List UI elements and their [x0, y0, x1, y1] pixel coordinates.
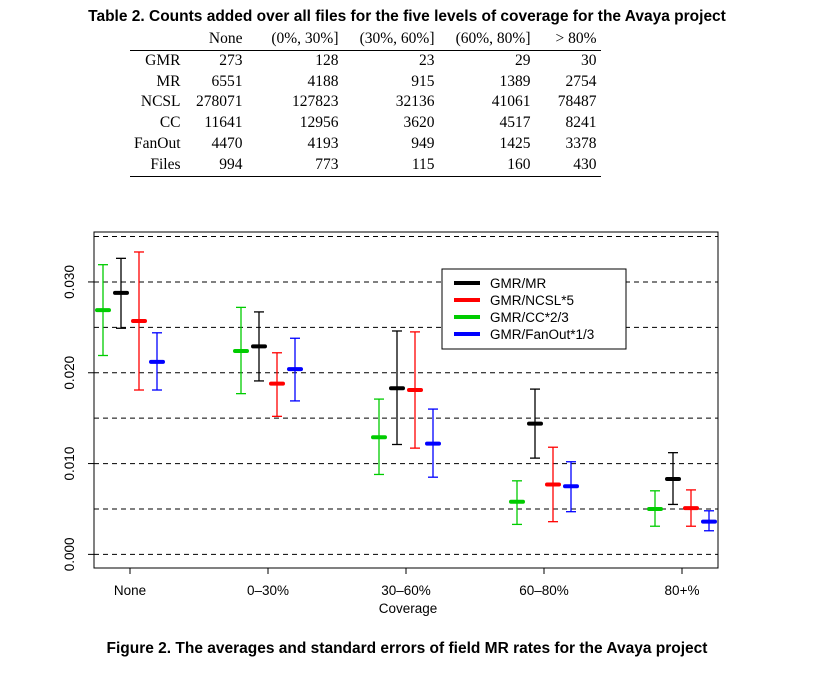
table-caption: Table 2. Counts added over all files for… [88, 8, 726, 25]
table-cell: 4193 [307, 134, 339, 152]
table-corner [130, 29, 187, 50]
table-cell: 915 [411, 72, 435, 90]
table-cell: 1389 [499, 72, 531, 90]
table-cell: 29 [515, 51, 531, 69]
y-tick-label: 0.020 [62, 356, 77, 390]
y-tick-label: 0.000 [62, 537, 77, 571]
x-tick-label: None [114, 583, 146, 598]
errorbar-chart: 0.000 0.010 0.020 0.030 None 0–30% 30–60% 60–80… [62, 231, 719, 616]
figure-caption: Figure 2. The averages and standard erro… [106, 640, 708, 657]
row-label: GMR [145, 51, 181, 69]
table-row: FanOut 4470 4193 949 1425 3378 [130, 134, 601, 155]
table-cell: 78487 [557, 93, 597, 111]
column-header: (0%, 30%] [271, 30, 339, 47]
column-header: (30%, 60%] [359, 30, 435, 47]
column-header: None [208, 30, 243, 47]
table-cell: 160 [507, 155, 531, 173]
table-cell: 949 [411, 134, 435, 152]
table-cell: 4188 [307, 72, 339, 90]
y-tick-label: 0.010 [62, 447, 77, 481]
table-cell: 4517 [499, 114, 531, 132]
counts-table: None (0%, 30%] (30%, 60%] (60%, 80%] > 8… [130, 29, 601, 177]
row-label: FanOut [134, 134, 181, 152]
table-header-row: None (0%, 30%] (30%, 60%] (60%, 80%] > 8… [130, 29, 601, 51]
table-cell: 115 [411, 155, 435, 173]
table-cell: 128 [315, 51, 339, 69]
table-row: GMR 273 128 23 29 30 [130, 50, 601, 71]
table-row: Files 994 773 115 160 430 [130, 155, 601, 177]
row-label: MR [156, 72, 181, 90]
table-cell: 4470 [211, 134, 243, 152]
legend-label: GMR/FanOut*1/3 [490, 327, 594, 342]
table-cell: 8241 [565, 114, 597, 132]
table-cell: 278071 [196, 93, 243, 111]
x-axis-label: Coverage [379, 601, 438, 616]
row-label: Files [150, 155, 181, 173]
y-tick-label: 0.030 [62, 265, 77, 299]
column-header: > 80% [555, 30, 597, 47]
table-cell: 30 [581, 51, 597, 69]
legend-label: GMR/NCSL*5 [490, 293, 574, 308]
table-cell: 3378 [565, 134, 597, 152]
table-row: MR 6551 4188 915 1389 2754 [130, 72, 601, 93]
table-cell: 23 [419, 51, 435, 69]
table-row: CC 11641 12956 3620 4517 8241 [130, 113, 601, 134]
table-cell: 6551 [211, 72, 243, 90]
column-header: (60%, 80%] [455, 30, 531, 47]
x-tick-label: 30–60% [381, 583, 431, 598]
x-tick-label: 60–80% [519, 583, 569, 598]
row-label: NCSL [140, 93, 181, 111]
table-row: NCSL 278071 127823 32136 41061 78487 [130, 92, 601, 113]
table-cell: 2754 [565, 72, 597, 90]
row-label: CC [159, 114, 181, 132]
x-tick-label: 80+% [665, 583, 700, 598]
table-cell: 1425 [499, 134, 531, 152]
x-tick-label: 0–30% [247, 583, 289, 598]
legend-label: GMR/CC*2/3 [490, 310, 569, 325]
table-cell: 32136 [395, 93, 435, 111]
table-cell: 273 [219, 51, 243, 69]
table-cell: 773 [315, 155, 339, 173]
table-cell: 41061 [491, 93, 531, 111]
table-cell: 430 [573, 155, 597, 173]
table-cell: 994 [219, 155, 243, 173]
table-cell: 3620 [403, 114, 435, 132]
legend-label: GMR/MR [490, 276, 546, 291]
table-cell: 127823 [292, 93, 339, 111]
table-cell: 12956 [299, 114, 339, 132]
table-cell: 11641 [204, 114, 243, 132]
